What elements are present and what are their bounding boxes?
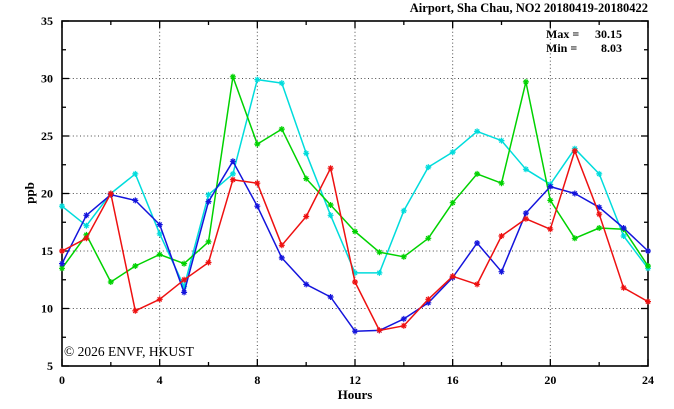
y-tick-label: 35	[41, 14, 53, 28]
max-stat-value: 30.15	[595, 27, 622, 41]
y-tick-label: 15	[41, 244, 53, 258]
series-red-markers	[59, 147, 651, 334]
series-green-markers	[59, 73, 651, 285]
x-tick-label: 12	[349, 373, 361, 387]
y-axis-label: ppb	[22, 182, 37, 204]
watermark: © 2026 ENVF, HKUST	[64, 344, 195, 359]
min-stat-label: Min =	[546, 41, 577, 55]
y-tick-label: 30	[41, 72, 53, 86]
series-blue-markers	[59, 158, 651, 335]
x-tick-label: 16	[447, 373, 459, 387]
y-tick-label: 20	[41, 187, 53, 201]
plot-area: 0 4 8 12 16 20 24 5 10 15 20 25 30 35	[41, 14, 654, 387]
min-stat-value: 8.03	[601, 41, 622, 55]
x-tick-label: 0	[59, 373, 65, 387]
x-tick-label: 8	[254, 373, 260, 387]
x-axis-label: Hours	[338, 387, 373, 402]
x-tick-label: 20	[544, 373, 556, 387]
y-tick-label: 5	[47, 359, 53, 373]
max-stat-label: Max =	[546, 27, 579, 41]
plot-frame	[61, 20, 649, 367]
x-tick-label: 24	[642, 373, 654, 387]
chart-title: Airport, Sha Chau, NO2 20180419-20180422	[410, 1, 648, 15]
y-tick-label: 10	[41, 302, 53, 316]
y-tick-label: 25	[41, 129, 53, 143]
x-tick-label: 4	[157, 373, 163, 387]
